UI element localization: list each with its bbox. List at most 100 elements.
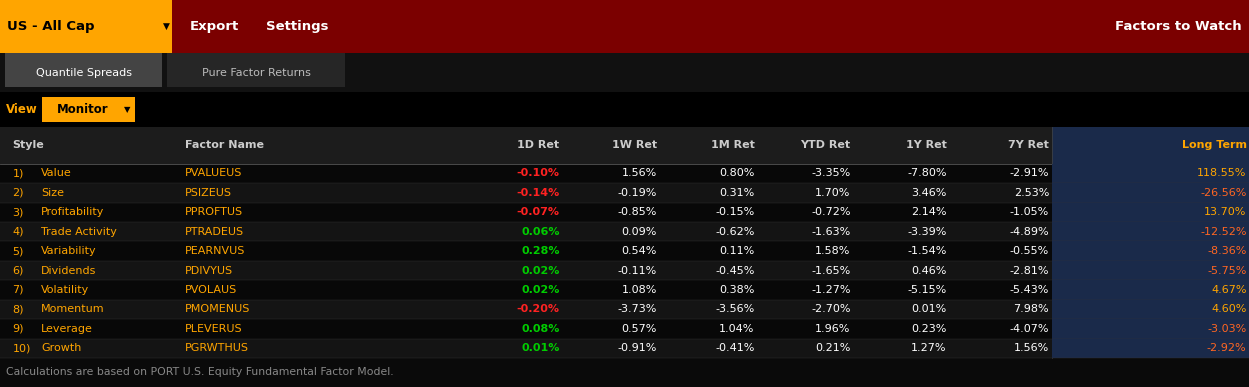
Text: -5.15%: -5.15% <box>908 285 947 295</box>
Text: 7): 7) <box>12 285 24 295</box>
Text: 1): 1) <box>12 168 24 178</box>
FancyBboxPatch shape <box>0 300 1249 319</box>
Text: 0.46%: 0.46% <box>912 265 947 276</box>
Text: 1.70%: 1.70% <box>816 188 851 198</box>
Text: 0.31%: 0.31% <box>719 188 754 198</box>
FancyBboxPatch shape <box>1052 183 1249 202</box>
Text: 4.60%: 4.60% <box>1212 305 1247 314</box>
Text: US - All Cap: US - All Cap <box>7 20 95 33</box>
Text: Trade Activity: Trade Activity <box>41 227 117 237</box>
Text: -0.41%: -0.41% <box>714 343 754 353</box>
FancyBboxPatch shape <box>1052 300 1249 319</box>
Text: Momentum: Momentum <box>41 305 105 314</box>
Text: -4.07%: -4.07% <box>1009 324 1049 334</box>
Text: 0.23%: 0.23% <box>912 324 947 334</box>
Text: 1M Ret: 1M Ret <box>711 140 754 150</box>
Text: -1.65%: -1.65% <box>812 265 851 276</box>
Text: -2.91%: -2.91% <box>1009 168 1049 178</box>
FancyBboxPatch shape <box>0 0 1249 53</box>
Text: PMOMENUS: PMOMENUS <box>185 305 250 314</box>
Text: PEARNVUS: PEARNVUS <box>185 246 245 256</box>
FancyBboxPatch shape <box>0 53 1249 92</box>
Text: -0.72%: -0.72% <box>811 207 851 217</box>
Text: 6): 6) <box>12 265 24 276</box>
Text: 0.06%: 0.06% <box>521 227 560 237</box>
Text: -1.63%: -1.63% <box>812 227 851 237</box>
FancyBboxPatch shape <box>42 97 135 122</box>
Text: -3.39%: -3.39% <box>907 227 947 237</box>
Text: -0.55%: -0.55% <box>1010 246 1049 256</box>
Text: Leverage: Leverage <box>41 324 94 334</box>
Text: 1.56%: 1.56% <box>622 168 657 178</box>
Text: PVALUEUS: PVALUEUS <box>185 168 242 178</box>
Text: Monitor: Monitor <box>56 103 109 116</box>
Text: 9): 9) <box>12 324 24 334</box>
FancyBboxPatch shape <box>1052 339 1249 358</box>
Text: -0.20%: -0.20% <box>517 305 560 314</box>
Text: View: View <box>6 103 37 116</box>
Text: Factor Name: Factor Name <box>185 140 264 150</box>
Text: 0.57%: 0.57% <box>622 324 657 334</box>
Text: -8.36%: -8.36% <box>1207 246 1247 256</box>
Text: 0.80%: 0.80% <box>719 168 754 178</box>
Text: -2.81%: -2.81% <box>1009 265 1049 276</box>
Text: -3.56%: -3.56% <box>716 305 754 314</box>
Text: -5.75%: -5.75% <box>1207 265 1247 276</box>
FancyBboxPatch shape <box>167 53 345 87</box>
Text: 0.08%: 0.08% <box>521 324 560 334</box>
Text: -12.52%: -12.52% <box>1200 227 1247 237</box>
FancyBboxPatch shape <box>1052 127 1249 164</box>
Text: PLEVERUS: PLEVERUS <box>185 324 242 334</box>
Text: Volatility: Volatility <box>41 285 90 295</box>
Text: 0.02%: 0.02% <box>521 285 560 295</box>
FancyBboxPatch shape <box>0 164 1249 183</box>
Text: -1.54%: -1.54% <box>907 246 947 256</box>
Text: PPROFTUS: PPROFTUS <box>185 207 244 217</box>
Text: -0.10%: -0.10% <box>517 168 560 178</box>
Text: -5.43%: -5.43% <box>1009 285 1049 295</box>
FancyBboxPatch shape <box>0 202 1249 222</box>
Text: Dividends: Dividends <box>41 265 96 276</box>
FancyBboxPatch shape <box>0 339 1249 358</box>
FancyBboxPatch shape <box>0 183 1249 202</box>
FancyBboxPatch shape <box>1052 319 1249 339</box>
Text: Variability: Variability <box>41 246 97 256</box>
Text: 4.67%: 4.67% <box>1212 285 1247 295</box>
Text: 1.08%: 1.08% <box>622 285 657 295</box>
Text: -0.07%: -0.07% <box>517 207 560 217</box>
Text: 2): 2) <box>12 188 24 198</box>
Text: 5): 5) <box>12 246 24 256</box>
Text: -3.73%: -3.73% <box>617 305 657 314</box>
Text: Calculations are based on PORT U.S. Equity Fundamental Factor Model.: Calculations are based on PORT U.S. Equi… <box>6 368 393 377</box>
Text: Settings: Settings <box>266 20 328 33</box>
Text: 3): 3) <box>12 207 24 217</box>
Text: -3.03%: -3.03% <box>1208 324 1247 334</box>
Text: 1W Ret: 1W Ret <box>612 140 657 150</box>
Text: 0.02%: 0.02% <box>521 265 560 276</box>
Text: -0.62%: -0.62% <box>714 227 754 237</box>
Text: 118.55%: 118.55% <box>1197 168 1247 178</box>
Text: -2.92%: -2.92% <box>1207 343 1247 353</box>
Text: 2.14%: 2.14% <box>912 207 947 217</box>
Text: -3.35%: -3.35% <box>812 168 851 178</box>
Text: -2.70%: -2.70% <box>811 305 851 314</box>
Text: 13.70%: 13.70% <box>1204 207 1247 217</box>
Text: Export: Export <box>190 20 239 33</box>
Text: -0.19%: -0.19% <box>617 188 657 198</box>
FancyBboxPatch shape <box>1052 164 1249 183</box>
Text: 1.27%: 1.27% <box>912 343 947 353</box>
Text: Style: Style <box>12 140 44 150</box>
FancyBboxPatch shape <box>0 319 1249 339</box>
FancyBboxPatch shape <box>1052 202 1249 222</box>
Text: Growth: Growth <box>41 343 81 353</box>
Text: 10): 10) <box>12 343 31 353</box>
Text: ▼: ▼ <box>124 105 131 114</box>
Text: -0.85%: -0.85% <box>617 207 657 217</box>
Text: PDIVYUS: PDIVYUS <box>185 265 234 276</box>
Text: 0.01%: 0.01% <box>521 343 560 353</box>
FancyBboxPatch shape <box>5 53 162 87</box>
Text: -0.45%: -0.45% <box>714 265 754 276</box>
Text: Factors to Watch: Factors to Watch <box>1115 20 1242 33</box>
Text: Profitability: Profitability <box>41 207 105 217</box>
Text: 1.56%: 1.56% <box>1014 343 1049 353</box>
